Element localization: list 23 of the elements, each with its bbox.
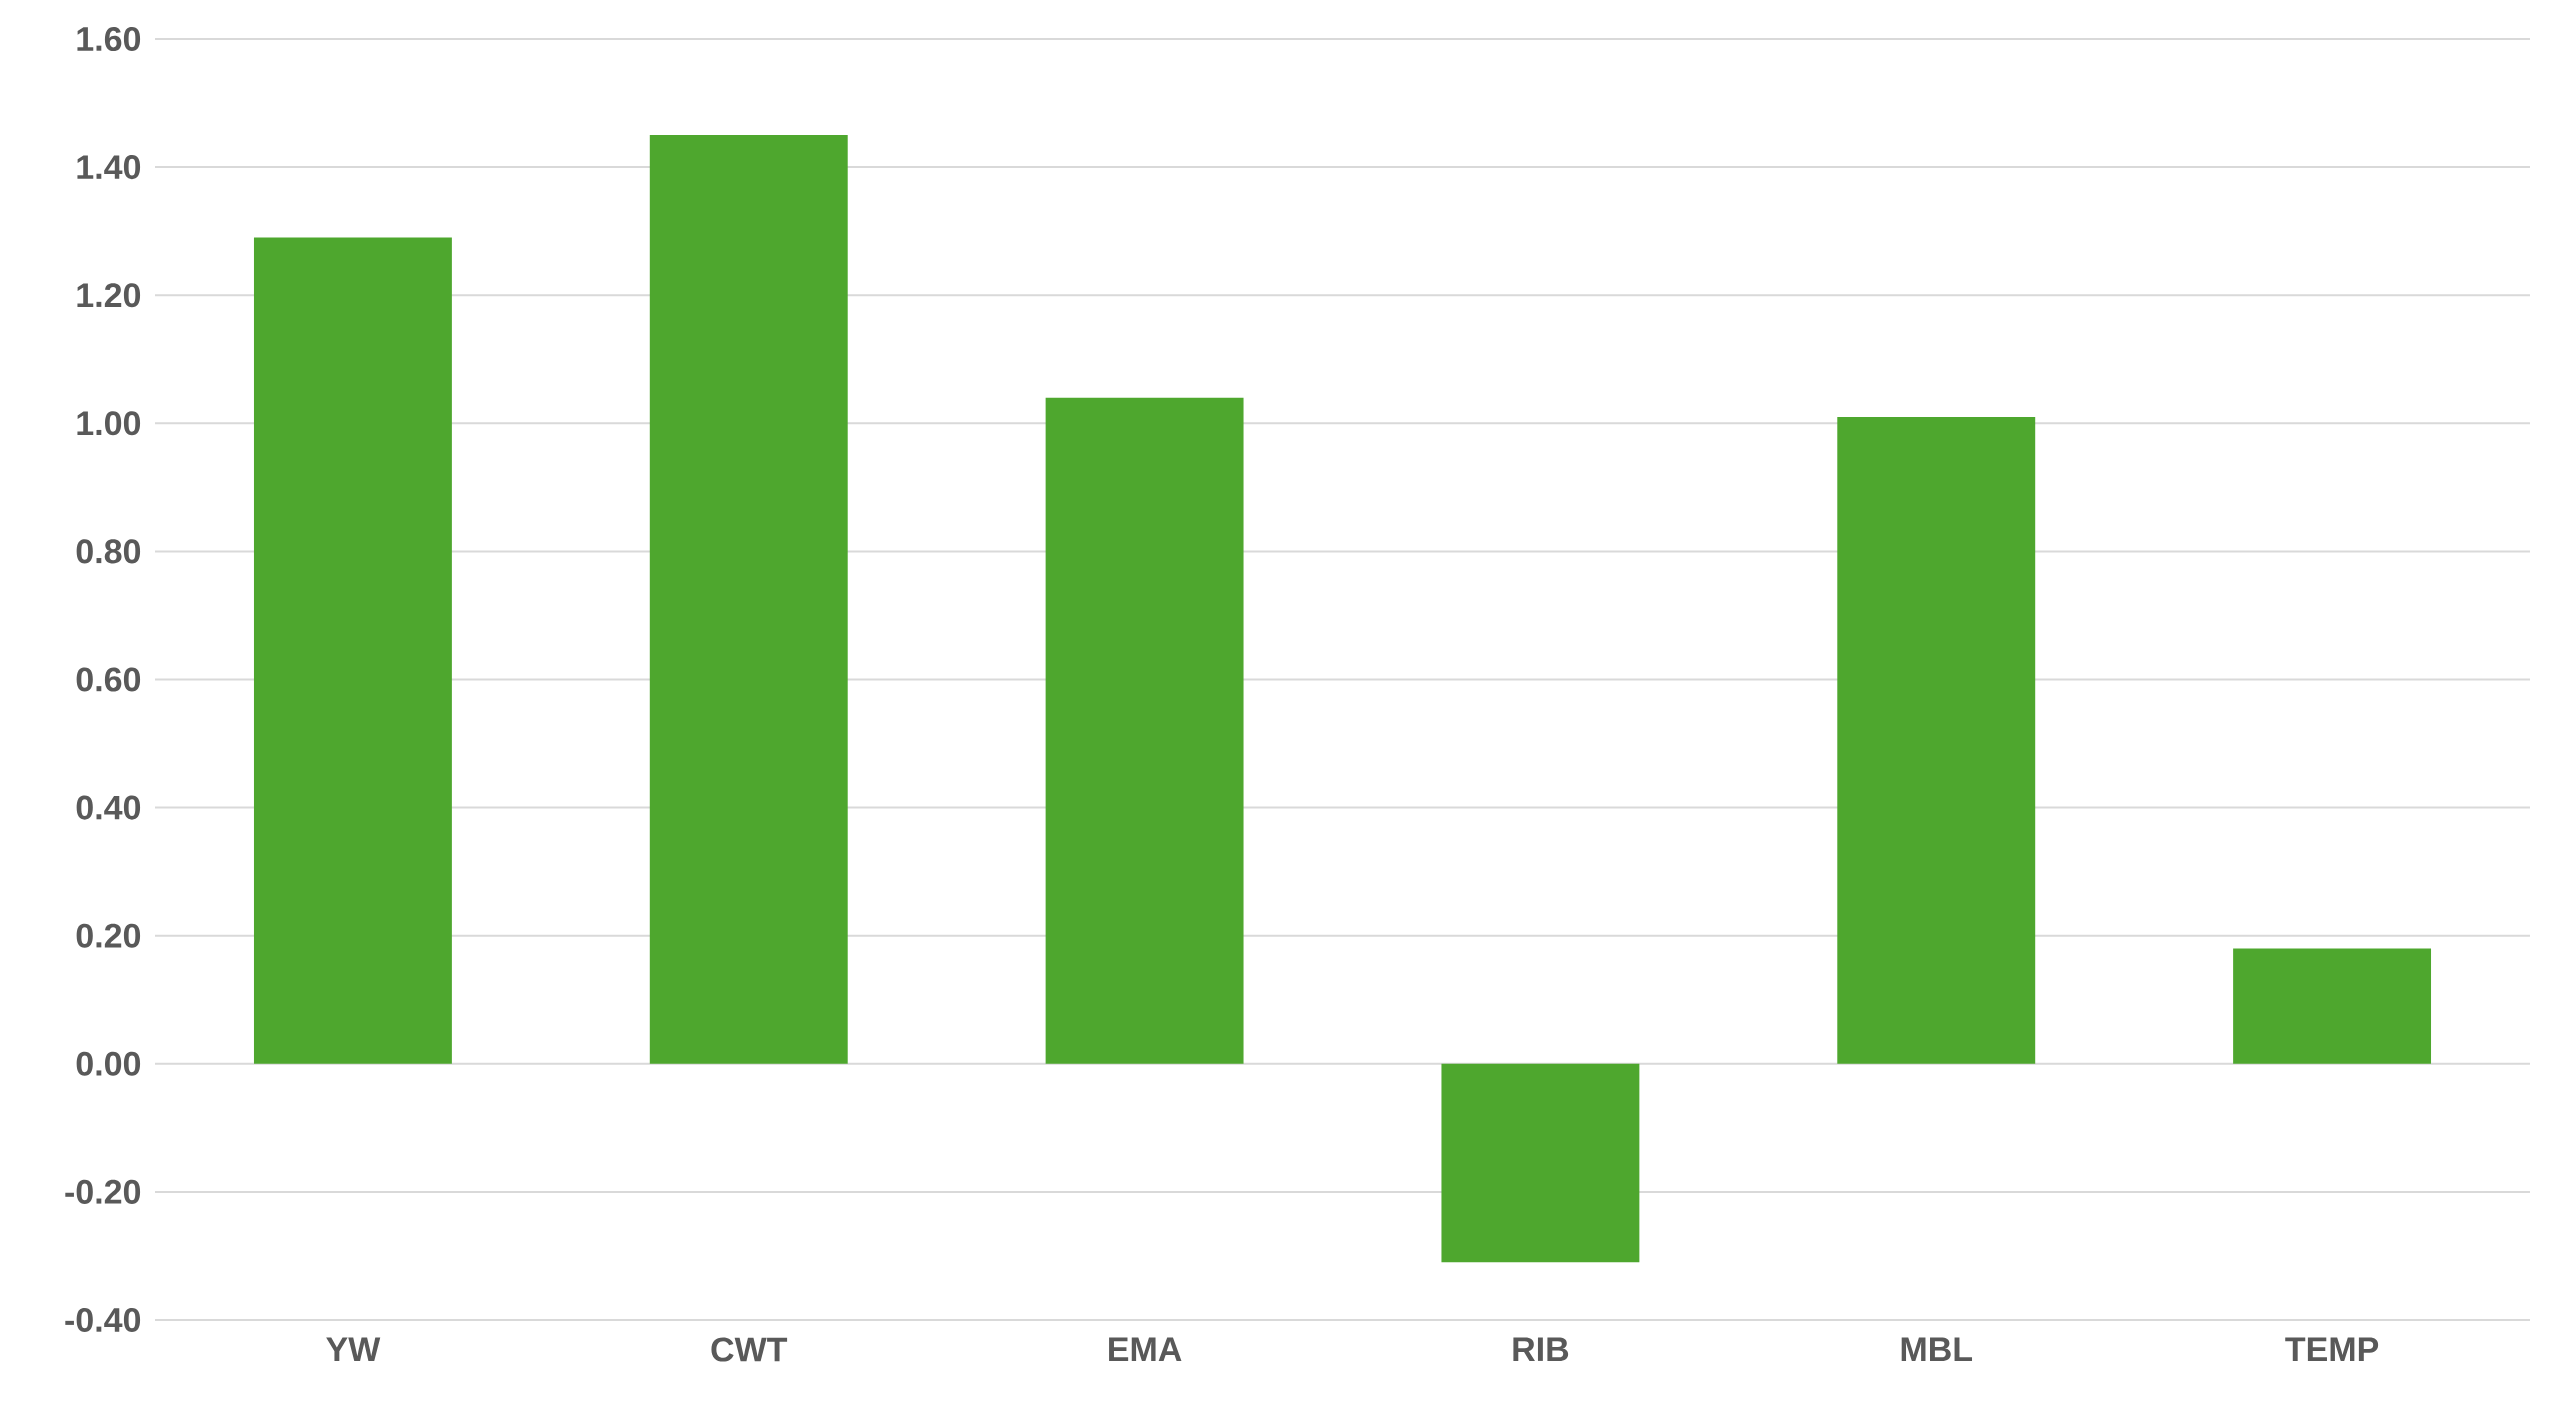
x-tick-label: RIB bbox=[1513, 1337, 1569, 1361]
y-tick-label: -0.40 bbox=[65, 1307, 141, 1333]
y-tick-label: 1.60 bbox=[77, 26, 141, 52]
y-tick-label: -0.20 bbox=[65, 1179, 141, 1204]
y-tick-label: 1.00 bbox=[77, 411, 141, 436]
x-tick-label: MBL bbox=[1901, 1337, 1973, 1361]
bar bbox=[253, 237, 452, 1064]
bar bbox=[1837, 416, 2036, 1064]
bar bbox=[1045, 397, 1244, 1064]
y-tick-label: 0.60 bbox=[76, 667, 141, 692]
x-tick-label: CWT bbox=[711, 1337, 788, 1362]
y-tick-label: 0.00 bbox=[76, 1051, 141, 1076]
bar bbox=[2233, 948, 2432, 1064]
x-tick-label: TEMP bbox=[2285, 1337, 2379, 1361]
y-tick-label: 0.20 bbox=[76, 923, 141, 948]
y-tick-label: 0.40 bbox=[76, 795, 141, 820]
bar bbox=[1441, 1063, 1640, 1263]
y-tick-label: 1.40 bbox=[77, 155, 141, 180]
y-tick-label: 0.80 bbox=[76, 539, 141, 564]
bar bbox=[649, 135, 848, 1064]
y-tick-label: 1.20 bbox=[77, 283, 141, 308]
x-tick-label: EMA bbox=[1109, 1337, 1182, 1361]
x-tick-label: YW bbox=[326, 1337, 381, 1361]
